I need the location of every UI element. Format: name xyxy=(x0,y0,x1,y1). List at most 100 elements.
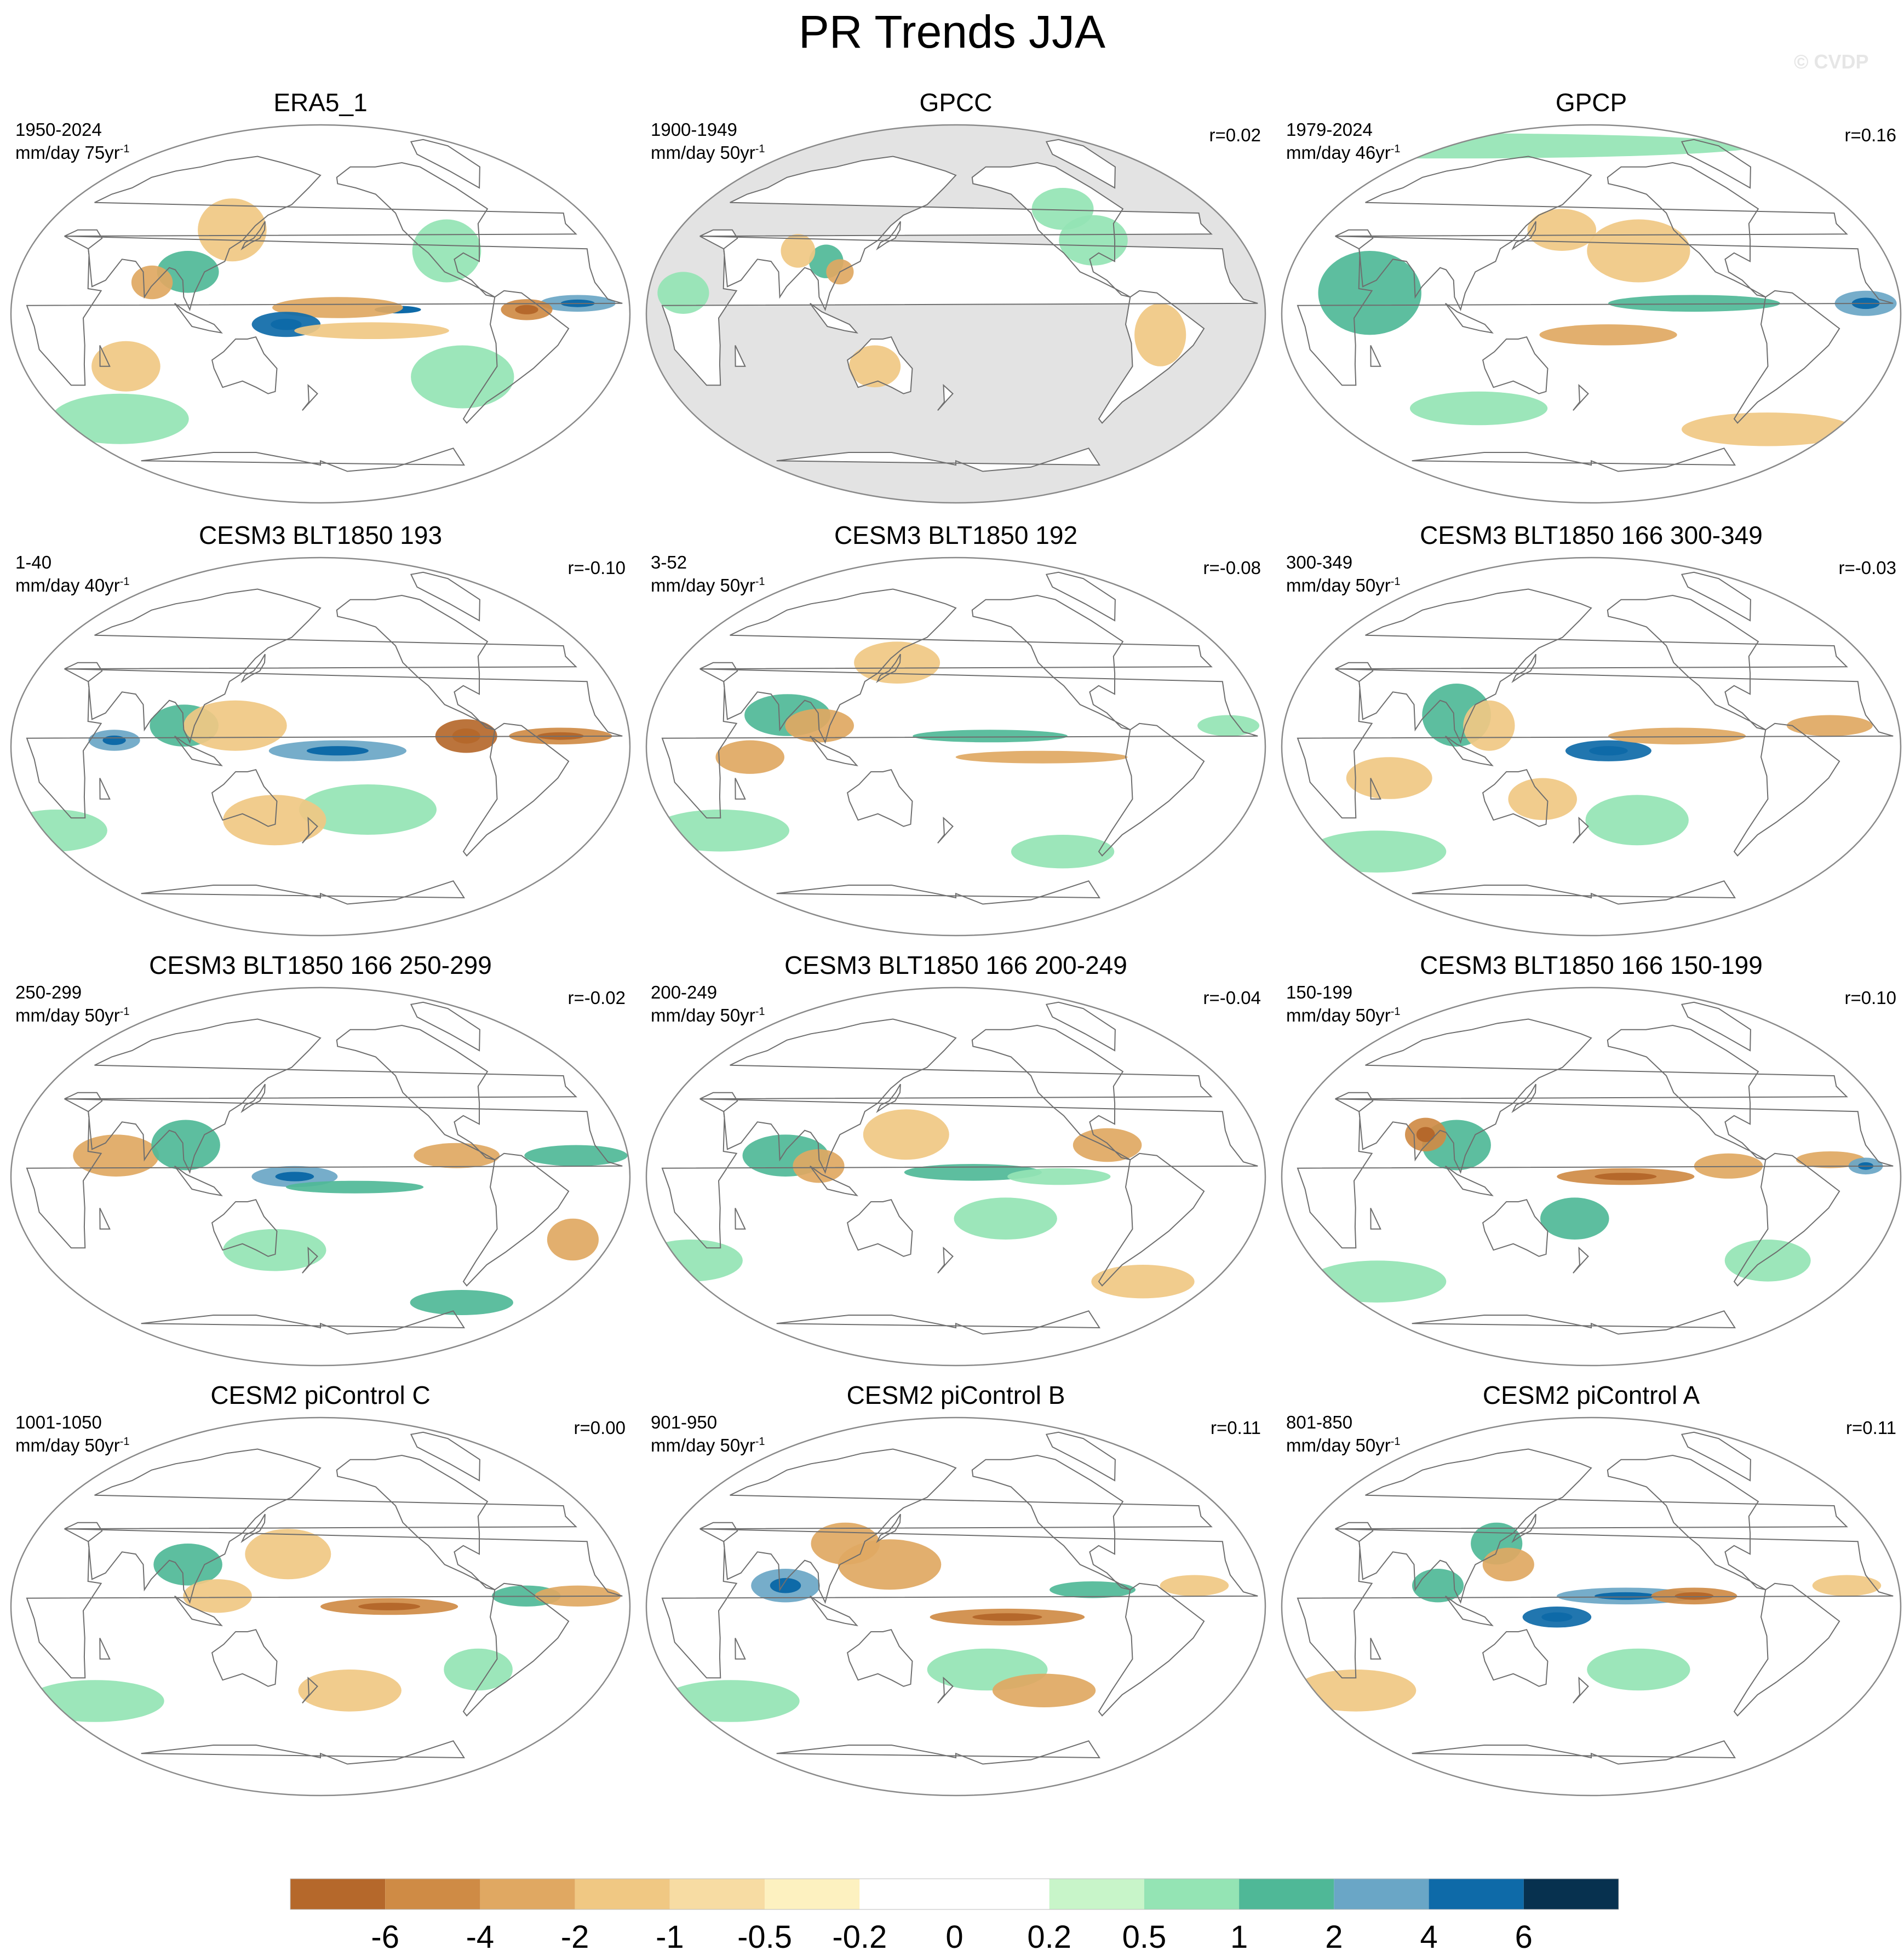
coastline-japan xyxy=(876,1083,901,1114)
trend-anomaly xyxy=(131,265,173,300)
coastline-madagascar xyxy=(735,1208,746,1230)
coastline-antarctica xyxy=(1412,1740,1736,1765)
map-panel: CESM2 piControl C 1001-1050 mm/day 50yr-1 r… xyxy=(5,1380,635,1819)
trend-anomaly xyxy=(992,1673,1096,1707)
trend-anomaly xyxy=(298,1670,402,1712)
coastline-nz xyxy=(302,383,318,411)
coastline-japan xyxy=(876,1513,901,1544)
panel-title: ERA5_1 xyxy=(273,88,368,117)
coastline-indonesia xyxy=(809,735,858,766)
coastline-nz xyxy=(302,1246,318,1274)
pattern-correlation: r=-0.02 xyxy=(567,988,626,1008)
coastline-namerica xyxy=(336,594,495,731)
map-border xyxy=(1281,124,1902,504)
map-border xyxy=(10,1416,631,1797)
coastline-namerica xyxy=(971,1024,1131,1161)
coastline-antarctica xyxy=(141,1310,466,1335)
coastline-antarctica xyxy=(1412,1310,1736,1335)
land-nz xyxy=(937,385,953,411)
units-label: mm/day 46yr-1 xyxy=(1286,142,1401,163)
coastline-japan xyxy=(1511,653,1536,684)
coastline-australia xyxy=(846,1199,913,1257)
units-label: mm/day 50yr-1 xyxy=(651,1435,765,1455)
map-panel: CESM3 BLT1850 193 1-40 mm/day 40yr-1 r=-0.1… xyxy=(5,520,635,959)
period-label: 801-850 xyxy=(1286,1412,1353,1432)
map-panel: GPCP 1979-2024 mm/day 46yr-1 r=0.16 xyxy=(1276,88,1904,526)
colorbar-tick-label: -2 xyxy=(561,1919,589,1955)
coastline-indonesia xyxy=(174,1595,223,1626)
coastline-namerica xyxy=(971,594,1131,731)
trend-anomaly xyxy=(1508,778,1577,821)
trend-anomaly xyxy=(1682,412,1854,446)
coastline-japan xyxy=(240,221,266,251)
coastline-indonesia xyxy=(1444,302,1494,334)
coastline-nz xyxy=(1573,816,1589,844)
trend-anomaly xyxy=(1007,1168,1111,1185)
colorbar-box xyxy=(575,1879,670,1909)
trend-anomaly-core xyxy=(358,1603,421,1610)
coastline-madagascar xyxy=(99,345,111,367)
coastline-nz xyxy=(1573,1246,1589,1274)
coastline-eurasia xyxy=(699,588,1213,744)
period-label: 300-349 xyxy=(1286,552,1353,572)
colorbar-tick-label: 0 xyxy=(945,1919,963,1955)
units-label: mm/day 75yr-1 xyxy=(15,142,130,163)
trend-anomaly xyxy=(1724,1240,1811,1282)
period-label: 250-299 xyxy=(15,982,82,1002)
coastline-nz xyxy=(937,383,954,411)
coastline-eurasia xyxy=(1335,1018,1848,1174)
colorbar-box xyxy=(1523,1879,1619,1909)
pattern-correlation: r=0.11 xyxy=(1845,1418,1896,1438)
trend-anomaly xyxy=(1309,830,1447,873)
pattern-correlation: r=0.10 xyxy=(1844,988,1897,1008)
coastline-madagascar xyxy=(99,778,111,800)
coastline-namerica xyxy=(1607,162,1766,298)
trend-anomaly xyxy=(1160,1575,1229,1596)
units-label: mm/day 50yr-1 xyxy=(1286,575,1401,595)
trend-anomaly xyxy=(854,641,940,684)
coastline-namerica xyxy=(336,162,495,298)
coastline-namerica xyxy=(1607,1454,1766,1591)
trend-anomaly xyxy=(1318,251,1421,335)
trend-anomaly xyxy=(153,1544,222,1586)
colorbar-box xyxy=(1049,1879,1144,1909)
coastline-australia xyxy=(211,336,278,394)
trend-anomaly xyxy=(1796,1151,1865,1168)
land-africa xyxy=(662,236,1258,386)
map-panel: CESM3 BLT1850 166 300-349 300-349 mm/day 5… xyxy=(1276,520,1904,959)
coastline-japan xyxy=(876,221,901,251)
trend-anomaly xyxy=(1585,795,1689,846)
coastline-indonesia xyxy=(174,735,223,766)
trend-anomaly xyxy=(1410,391,1548,426)
coastline-eurasia xyxy=(699,156,1213,312)
colorbar-frame xyxy=(290,1878,1619,1910)
period-label: 3-52 xyxy=(651,552,687,572)
coastline-japan xyxy=(240,653,266,684)
map-border xyxy=(645,1416,1266,1797)
trend-anomaly xyxy=(1031,188,1094,230)
coastline-madagascar xyxy=(99,1638,111,1660)
trend-anomaly xyxy=(524,1145,628,1166)
coastline-nz xyxy=(302,1676,318,1703)
coastline-namerica xyxy=(336,1024,495,1161)
trend-anomaly xyxy=(151,1120,220,1171)
map-border xyxy=(10,557,631,937)
map-panel: CESM2 piControl B 901-950 mm/day 50yr-1 r=0… xyxy=(641,1380,1271,1819)
trend-anomaly xyxy=(1073,1128,1142,1162)
world-map xyxy=(1281,124,1902,504)
trend-anomaly-core xyxy=(1416,1127,1435,1143)
land-madagascar xyxy=(735,345,745,366)
period-label: 1979-2024 xyxy=(1286,119,1373,140)
world-map xyxy=(645,986,1266,1367)
coastline-australia xyxy=(1482,769,1549,827)
map-panel: CESM3 BLT1850 166 150-199 150-199 mm/day 5… xyxy=(1276,950,1904,1389)
coastline-madagascar xyxy=(735,345,746,367)
panel-title: CESM3 BLT1850 166 150-199 xyxy=(1420,951,1763,979)
colorbar-tick-label: -0.5 xyxy=(737,1919,792,1955)
trend-anomaly-core xyxy=(271,318,302,330)
coastline-greenland xyxy=(1681,571,1751,622)
coastline-namerica xyxy=(1607,1024,1766,1161)
colorbar-tick-label: -6 xyxy=(371,1919,399,1955)
coastline-madagascar xyxy=(1370,1638,1381,1660)
coastline-greenland xyxy=(1045,571,1116,622)
